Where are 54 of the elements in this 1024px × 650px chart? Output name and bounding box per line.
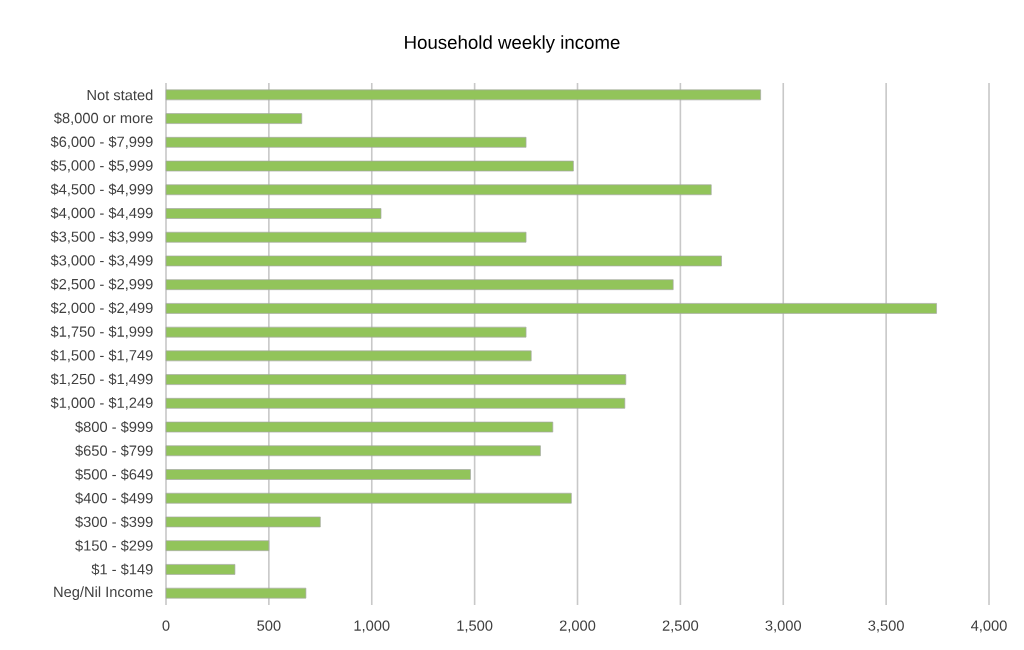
bar — [165, 255, 722, 267]
x-tick-label: 0 — [162, 620, 170, 631]
y-tick-label: $150 - $299 — [75, 539, 153, 552]
bar — [165, 516, 321, 528]
bar — [165, 540, 270, 552]
x-tick-label: 1,000 — [354, 620, 390, 633]
y-tick-label: $500 - $649 — [75, 468, 153, 481]
bar — [165, 492, 572, 504]
y-tick-label: $6,000 - $7,999 — [50, 135, 153, 149]
x-tick-label: 2,000 — [559, 620, 596, 633]
y-tick-label: $2,500 - $2,999 — [50, 278, 153, 292]
y-tick-label: $2,000 - $2,499 — [50, 302, 153, 315]
y-tick-label: $8,000 or more — [53, 112, 153, 125]
bar — [165, 89, 761, 101]
bar — [165, 469, 471, 480]
y-tick-label: $1,750 - $1,999 — [50, 325, 153, 339]
x-tick-label: 3,000 — [765, 620, 802, 633]
y-tick-label: $1 - $149 — [91, 563, 153, 576]
bar — [165, 326, 527, 338]
x-tick-label: 4,000 — [970, 620, 1007, 633]
y-tick-label: $300 - $399 — [75, 516, 153, 528]
bar — [165, 445, 541, 457]
bar — [165, 303, 937, 314]
bar — [165, 279, 674, 291]
chart-title: Household weekly income — [405, 35, 620, 53]
bar — [165, 113, 303, 124]
bar — [165, 374, 627, 385]
y-tick-label: $4,000 - $4,499 — [50, 207, 153, 220]
bar — [165, 136, 527, 148]
bar — [165, 587, 307, 599]
y-tick-label: $3,500 - $3,999 — [50, 230, 153, 244]
bar — [165, 231, 527, 243]
y-tick-label: $1,500 - $1,749 — [50, 349, 153, 363]
bar — [165, 184, 712, 196]
y-tick-label: $5,000 - $5,999 — [50, 159, 153, 173]
y-tick-label: $1,250 - $1,499 — [50, 373, 153, 386]
bar — [165, 564, 236, 575]
bar — [165, 421, 554, 433]
x-tick-label: 1,500 — [457, 620, 493, 633]
bar — [165, 350, 532, 362]
x-tick-label: 3,500 — [868, 620, 904, 633]
y-tick-label: $3,000 - $3,499 — [50, 254, 153, 268]
y-tick-label: $4,500 - $4,999 — [50, 183, 153, 197]
y-tick-label: $650 - $799 — [75, 444, 153, 457]
x-tick-label: 2,500 — [662, 620, 699, 633]
y-tick-label: $800 - $999 — [75, 421, 153, 433]
y-tick-label: $1,000 - $1,249 — [50, 396, 153, 410]
x-tick-label: 500 — [257, 620, 281, 631]
y-tick-label: Neg/Nil Income — [54, 586, 153, 600]
bar — [165, 397, 626, 409]
y-tick-label: Not stated — [87, 89, 153, 101]
bar — [165, 160, 574, 172]
bar — [165, 208, 382, 219]
y-tick-label: $400 - $499 — [75, 492, 153, 505]
